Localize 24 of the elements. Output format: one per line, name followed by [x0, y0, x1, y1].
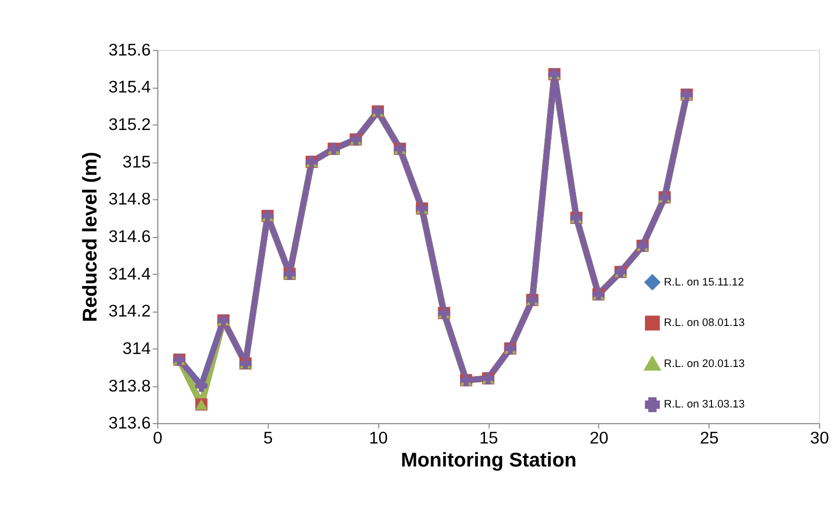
y-tick-label: 315.6	[108, 40, 151, 60]
x-tick-label: 10	[368, 428, 388, 448]
y-tick-label: 313.6	[108, 414, 151, 433]
y-tick-label: 315.4	[108, 78, 151, 97]
y-tick-label: 315	[122, 152, 151, 172]
y-tick-label: 314.2	[108, 302, 151, 321]
x-tick-label: 25	[700, 428, 719, 448]
legend-label: R.L. on 08.01.13	[664, 317, 745, 330]
y-tick-label: 314	[122, 338, 151, 358]
y-axis-title: Reduced level (m)	[80, 152, 102, 322]
legend-label: R.L. on 31.03.13	[664, 398, 745, 411]
y-tick-label: 313.8	[108, 376, 151, 396]
y-tick-label: 315.2	[108, 115, 151, 134]
x-tick-label: 0	[153, 428, 162, 448]
y-tick-label: 314.6	[108, 226, 151, 246]
x-tick-label: 20	[590, 428, 608, 448]
legend-label: R.L. on 15.11.12	[664, 276, 744, 288]
x-tick-label: 15	[479, 428, 498, 448]
y-tick-label: 314.8	[108, 190, 151, 209]
x-tick-label: 30	[810, 428, 829, 448]
x-tick-label: 5	[263, 428, 273, 448]
y-tick-label: 314.4	[108, 264, 151, 284]
legend-label: R.L. on 20.01.13	[664, 358, 745, 370]
x-axis-title: Monitoring Station	[400, 449, 577, 472]
